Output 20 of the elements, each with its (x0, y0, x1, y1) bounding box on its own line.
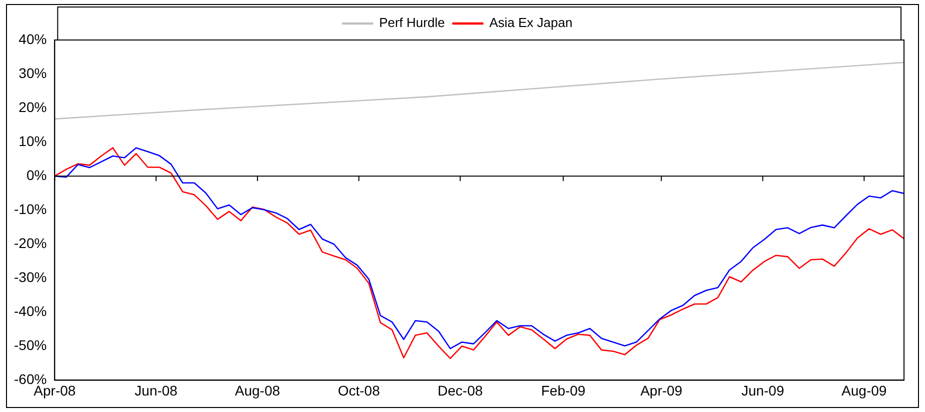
x-tick-label: Oct-08 (338, 382, 380, 398)
x-tick-label: Apr-09 (640, 382, 683, 398)
legend-label: Perf Hurdle (379, 15, 445, 30)
y-tick-label: -20% (14, 234, 47, 251)
x-tick-label: Aug-09 (842, 382, 887, 398)
y-tick-label: 0% (26, 166, 47, 183)
y-tick-label: -50% (14, 337, 47, 354)
y-tick-label: -10% (14, 200, 47, 217)
y-tick-label: 30% (18, 64, 47, 81)
x-tick-label: Dec-08 (438, 382, 483, 398)
y-tick-label: 20% (18, 98, 47, 115)
x-tick-label: Jun-09 (741, 382, 784, 398)
y-tick-label: 40% (18, 30, 47, 47)
x-tick-label: Aug-08 (234, 382, 280, 398)
y-tick-label: -30% (14, 269, 47, 285)
y-tick-label: -40% (14, 303, 47, 320)
x-tick-label: Jun-08 (134, 382, 178, 398)
legend-label: Asia Ex Japan (489, 15, 572, 30)
x-tick-label: Feb-09 (541, 382, 586, 398)
y-tick-label: 10% (18, 132, 47, 149)
